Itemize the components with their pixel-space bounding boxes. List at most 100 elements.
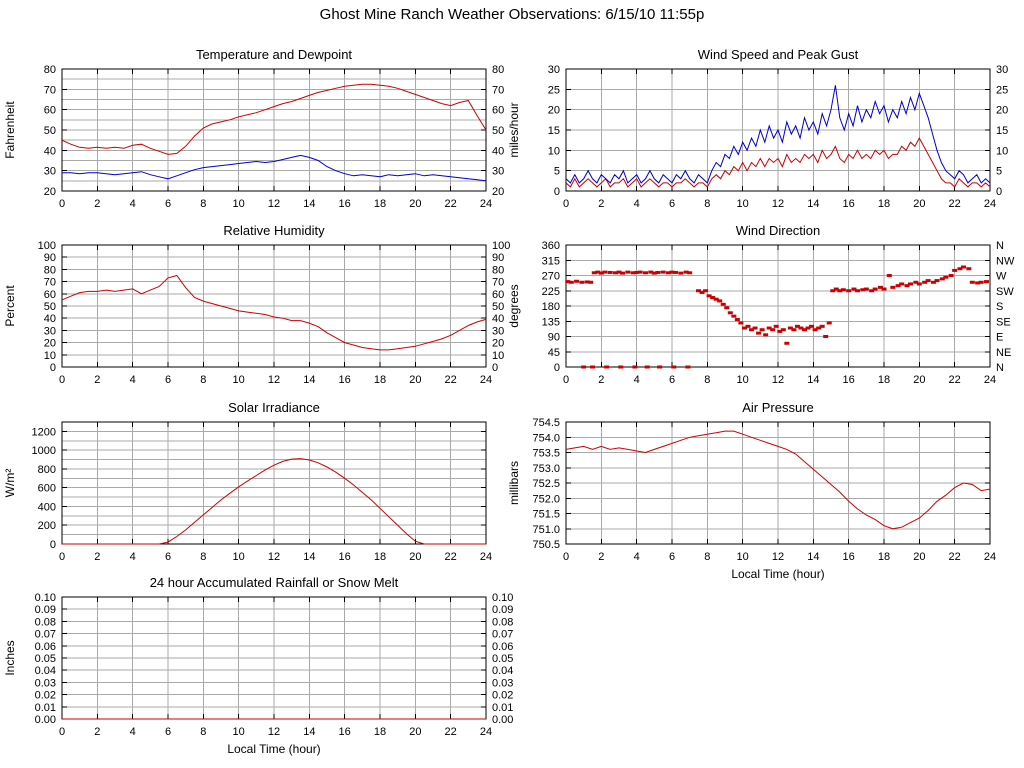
svg-text:20: 20	[409, 198, 421, 210]
svg-text:752.0: 752.0	[532, 493, 560, 505]
svg-text:25: 25	[996, 84, 1008, 96]
svg-text:2: 2	[94, 374, 100, 386]
svg-text:0.06: 0.06	[35, 641, 56, 653]
svg-text:270: 270	[542, 271, 560, 283]
svg-text:12: 12	[268, 198, 280, 210]
svg-text:16: 16	[843, 551, 855, 563]
svg-text:10: 10	[44, 350, 56, 362]
svg-text:4: 4	[130, 551, 136, 563]
svg-text:80: 80	[492, 64, 504, 76]
svg-text:0: 0	[563, 551, 569, 563]
svg-text:22: 22	[949, 374, 961, 386]
chart-title: 24 hour Accumulated Rainfall or Snow Mel…	[150, 575, 399, 590]
y-axis-label: millibars	[507, 461, 521, 505]
svg-text:W: W	[996, 271, 1007, 283]
svg-text:360: 360	[542, 240, 560, 252]
gridlines	[62, 245, 486, 367]
chart-title: Temperature and Dewpoint	[196, 47, 352, 62]
svg-text:12: 12	[268, 551, 280, 563]
svg-text:24: 24	[984, 374, 996, 386]
svg-text:20: 20	[44, 186, 56, 198]
svg-text:4: 4	[130, 726, 136, 738]
svg-text:22: 22	[949, 198, 961, 210]
svg-text:4: 4	[130, 198, 136, 210]
svg-text:10: 10	[233, 551, 245, 563]
x-axis-label: Local Time (hour)	[731, 567, 824, 581]
svg-text:18: 18	[878, 198, 890, 210]
series-temperature	[61, 83, 487, 155]
chart-solar-irradiance: Solar Irradiance W/m² 0 200 400 600 800 1000 120…	[0, 398, 520, 602]
svg-text:0: 0	[554, 362, 560, 374]
svg-text:750.5: 750.5	[532, 539, 560, 551]
svg-text:2: 2	[94, 726, 100, 738]
svg-text:6: 6	[165, 374, 171, 386]
svg-text:8: 8	[200, 726, 206, 738]
svg-text:20: 20	[492, 338, 504, 350]
svg-text:6: 6	[669, 198, 675, 210]
x-axis-label: Local Time (hour)	[227, 742, 320, 756]
svg-text:6: 6	[165, 198, 171, 210]
svg-text:0.04: 0.04	[35, 665, 56, 677]
svg-text:E: E	[996, 332, 1003, 344]
svg-text:0.00: 0.00	[492, 714, 513, 726]
y-axis-label: Inches	[3, 640, 17, 675]
chart-air-pressure: Air Pressure millibars 750.5 751.0 751.5 752.…	[504, 398, 1024, 602]
svg-text:SE: SE	[996, 316, 1011, 328]
svg-text:0: 0	[50, 539, 56, 551]
svg-text:16: 16	[843, 198, 855, 210]
svg-text:4: 4	[130, 374, 136, 386]
svg-text:22: 22	[949, 551, 961, 563]
svg-text:10: 10	[737, 374, 749, 386]
chart-canvas-solar: Solar IrradianceW/m²02004006008001000120…	[3, 400, 493, 563]
svg-text:80: 80	[492, 264, 504, 276]
gridlines	[566, 245, 990, 367]
svg-text:0: 0	[996, 186, 1002, 198]
y-axis-label: miles/hour	[507, 102, 521, 157]
svg-text:60: 60	[44, 289, 56, 301]
svg-text:6: 6	[669, 551, 675, 563]
svg-text:20: 20	[913, 198, 925, 210]
svg-text:0: 0	[59, 198, 65, 210]
svg-text:24: 24	[480, 374, 492, 386]
svg-text:0: 0	[59, 374, 65, 386]
svg-text:8: 8	[704, 198, 710, 210]
chart-wind-direction: Wind Direction degrees 0 N 45 NE 90 E 135 SE 180 S 2…	[504, 221, 1024, 425]
svg-text:24: 24	[984, 551, 996, 563]
svg-text:22: 22	[445, 726, 457, 738]
svg-text:0.09: 0.09	[492, 604, 513, 616]
svg-text:8: 8	[200, 374, 206, 386]
svg-text:16: 16	[843, 374, 855, 386]
svg-text:30: 30	[44, 166, 56, 178]
svg-text:6: 6	[669, 374, 675, 386]
svg-text:30: 30	[548, 64, 560, 76]
tick-marks	[61, 244, 487, 368]
svg-text:24: 24	[984, 198, 996, 210]
svg-text:0.00: 0.00	[35, 714, 56, 726]
gridlines	[566, 422, 990, 544]
svg-text:80: 80	[44, 264, 56, 276]
svg-text:0: 0	[59, 551, 65, 563]
svg-text:70: 70	[44, 277, 56, 289]
svg-text:24: 24	[480, 551, 492, 563]
svg-text:4: 4	[634, 551, 640, 563]
svg-text:400: 400	[38, 501, 56, 513]
svg-text:0.04: 0.04	[492, 665, 513, 677]
svg-text:12: 12	[772, 374, 784, 386]
svg-text:22: 22	[445, 551, 457, 563]
svg-text:20: 20	[492, 186, 504, 198]
svg-text:6: 6	[165, 726, 171, 738]
svg-text:60: 60	[44, 105, 56, 117]
chart-canvas-pressure: Air Pressure millibars 750.5 751.0 751.5 752.…	[507, 400, 996, 581]
svg-text:752.5: 752.5	[532, 478, 560, 490]
svg-text:40: 40	[44, 145, 56, 157]
svg-text:8: 8	[704, 374, 710, 386]
chart-canvas-rainfall: 24 hour Accumulated Rainfall or Snow Mel…	[3, 575, 513, 756]
svg-text:0.03: 0.03	[35, 677, 56, 689]
svg-text:18: 18	[878, 551, 890, 563]
svg-text:0.09: 0.09	[35, 604, 56, 616]
svg-text:0: 0	[563, 198, 569, 210]
svg-text:5: 5	[554, 166, 560, 178]
